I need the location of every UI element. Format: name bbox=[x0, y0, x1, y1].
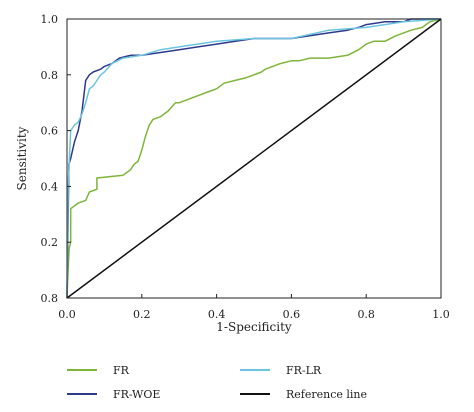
x-tick-label: 0.0 bbox=[58, 308, 76, 321]
x-tick-label: 0.8 bbox=[357, 308, 375, 321]
x-tick-label: 1.0 bbox=[432, 308, 450, 321]
y-tick-label: 0.6 bbox=[41, 125, 59, 138]
y-axis-ticks: 0.8 0.2 0.4 0.6 0.8 1.0 bbox=[41, 13, 71, 305]
series-line-fr bbox=[66, 18, 442, 299]
x-tick-label: 0.4 bbox=[208, 308, 226, 321]
curves-layer bbox=[66, 18, 442, 299]
y-tick-label: 0.2 bbox=[41, 236, 59, 249]
legend-label-fr-woe: FR-WOE bbox=[113, 388, 160, 401]
plot-area-frame bbox=[66, 18, 442, 299]
y-axis-title: Sensitivity bbox=[15, 126, 29, 190]
y-tick-label: 0.8 bbox=[41, 292, 59, 305]
x-axis-title: 1-Specificity bbox=[216, 320, 292, 334]
legend-label-fr-lr: FR-LR bbox=[286, 364, 322, 377]
legend: FR FR-LR FR-WOE Reference line bbox=[67, 364, 367, 401]
legend-label-fr: FR bbox=[113, 364, 130, 377]
y-tick-label: 0.8 bbox=[41, 69, 59, 82]
series-line-fr-lr bbox=[66, 18, 442, 299]
y-tick-label: 0.4 bbox=[41, 180, 59, 193]
x-axis-ticks: 0.0 0.2 0.4 0.6 0.8 1.0 bbox=[58, 294, 450, 321]
x-tick-label: 0.2 bbox=[133, 308, 151, 321]
legend-label-reference-line: Reference line bbox=[286, 388, 367, 401]
series-line-reference-line bbox=[66, 18, 442, 299]
y-tick-label: 1.0 bbox=[41, 13, 59, 26]
x-tick-label: 0.6 bbox=[283, 308, 301, 321]
